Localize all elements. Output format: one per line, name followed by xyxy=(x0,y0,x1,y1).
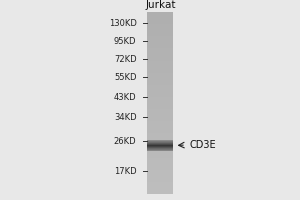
Bar xyxy=(147,12,172,194)
Bar xyxy=(147,91,172,94)
Bar xyxy=(147,141,172,142)
Bar xyxy=(147,170,172,173)
Bar xyxy=(147,27,172,31)
Bar xyxy=(147,100,172,103)
Text: 55KD: 55KD xyxy=(114,72,136,82)
Bar xyxy=(147,155,172,158)
Bar xyxy=(147,182,172,185)
Text: 130KD: 130KD xyxy=(109,19,136,27)
Bar xyxy=(147,109,172,112)
Text: 26KD: 26KD xyxy=(114,136,136,146)
Bar xyxy=(147,191,172,194)
Bar xyxy=(147,176,172,179)
Text: 34KD: 34KD xyxy=(114,112,136,121)
Bar xyxy=(147,130,172,134)
Bar xyxy=(147,144,172,145)
Bar xyxy=(147,21,172,25)
Bar xyxy=(147,141,172,142)
Bar xyxy=(147,106,172,109)
Bar xyxy=(147,164,172,167)
Bar xyxy=(147,33,172,37)
Bar xyxy=(147,144,172,145)
Bar xyxy=(147,24,172,28)
Bar xyxy=(147,145,172,149)
Bar xyxy=(147,167,172,170)
Bar xyxy=(147,147,172,148)
Bar xyxy=(147,12,172,15)
Text: 95KD: 95KD xyxy=(114,36,136,46)
Bar xyxy=(147,18,172,21)
Bar xyxy=(147,79,172,82)
Bar xyxy=(147,148,172,149)
Bar xyxy=(147,152,172,155)
Bar xyxy=(147,143,172,144)
Bar xyxy=(147,139,172,143)
Bar xyxy=(147,140,172,141)
Bar xyxy=(147,118,172,122)
Bar xyxy=(147,94,172,97)
Bar xyxy=(147,147,172,148)
Bar xyxy=(147,149,172,150)
Bar xyxy=(147,148,172,149)
Text: Jurkat: Jurkat xyxy=(145,0,176,10)
Bar xyxy=(147,140,172,141)
Bar xyxy=(147,85,172,88)
Bar xyxy=(147,51,172,55)
Bar xyxy=(147,124,172,128)
Bar xyxy=(147,121,172,125)
Bar xyxy=(147,142,172,143)
Bar xyxy=(147,64,172,67)
Bar xyxy=(147,173,172,176)
Bar xyxy=(147,142,172,146)
Bar xyxy=(147,146,172,147)
Bar xyxy=(147,45,172,49)
Bar xyxy=(147,136,172,140)
Bar xyxy=(147,127,172,131)
Text: 43KD: 43KD xyxy=(114,92,136,102)
Bar xyxy=(147,67,172,70)
Bar xyxy=(147,103,172,106)
Bar xyxy=(147,150,172,151)
Bar xyxy=(147,158,172,161)
Bar xyxy=(147,97,172,100)
Bar xyxy=(147,185,172,188)
Bar xyxy=(147,58,172,61)
Bar xyxy=(147,161,172,164)
Bar xyxy=(147,133,172,137)
Bar xyxy=(147,36,172,40)
Bar xyxy=(147,115,172,119)
Text: 17KD: 17KD xyxy=(114,166,136,176)
Bar xyxy=(147,15,172,18)
Bar xyxy=(147,143,172,144)
Text: CD3E: CD3E xyxy=(189,140,216,150)
Bar xyxy=(147,145,172,146)
Bar xyxy=(147,82,172,85)
Bar xyxy=(147,42,172,46)
Text: 72KD: 72KD xyxy=(114,54,136,64)
Bar xyxy=(147,30,172,34)
Bar xyxy=(147,188,172,191)
Bar xyxy=(147,145,172,146)
Bar xyxy=(147,48,172,52)
Bar xyxy=(147,61,172,64)
Bar xyxy=(147,54,172,58)
Bar xyxy=(147,112,172,116)
Bar xyxy=(147,70,172,73)
Bar xyxy=(147,148,172,152)
Bar xyxy=(147,39,172,43)
Bar xyxy=(147,88,172,91)
Bar xyxy=(147,73,172,76)
Bar xyxy=(147,179,172,182)
Bar xyxy=(147,76,172,79)
